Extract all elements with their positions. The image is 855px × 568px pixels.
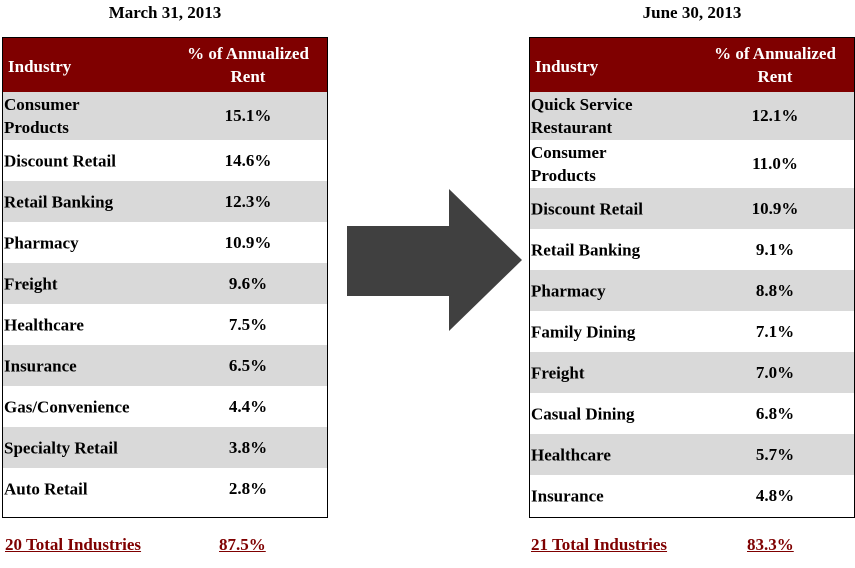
table-header: Industry % of Annualized Rent	[530, 38, 854, 92]
table-row: Freight 9.6%	[3, 263, 327, 304]
table-row: Pharmacy 10.9%	[3, 222, 327, 263]
percent-cell: 8.8%	[755, 280, 795, 300]
percent-cell: 10.9%	[751, 198, 799, 218]
percent-cell: 4.8%	[755, 485, 795, 505]
table-row: Freight 7.0%	[530, 352, 854, 393]
percent-header-line1: % of Annualized	[187, 44, 309, 63]
table-row: Discount Retail 10.9%	[530, 188, 854, 229]
table-row: Insurance 4.8%	[530, 475, 854, 516]
right-date-title: June 30, 2013	[642, 3, 742, 22]
table-header: Industry % of Annualized Rent	[3, 38, 327, 92]
industry-cell: Discount Retail	[4, 151, 116, 170]
table-row: Healthcare 5.7%	[530, 434, 854, 475]
industry-cell: Quick Service Restaurant	[531, 95, 633, 137]
industry-cell: Freight	[4, 274, 58, 293]
industry-cell: Retail Banking	[531, 240, 641, 259]
industry-cell: Gas/Convenience	[4, 397, 130, 416]
percent-cell: 7.1%	[755, 321, 795, 341]
percent-cell: 9.6%	[228, 273, 268, 293]
right-total-percent-link[interactable]: 83.3%	[747, 535, 794, 554]
percent-cell: 9.1%	[755, 239, 795, 259]
percent-cell: 6.5%	[228, 355, 268, 375]
industry-cell: Insurance	[4, 356, 77, 375]
table-row: Family Dining 7.1%	[530, 311, 854, 352]
industry-cell: Insurance	[531, 486, 604, 505]
percent-header-line2: Rent	[230, 67, 266, 86]
percent-cell: 14.6%	[224, 150, 272, 170]
left-industry-table: Industry % of Annualized Rent Consumer P…	[2, 37, 328, 518]
percent-header-line2: Rent	[757, 67, 793, 86]
industry-cell: Pharmacy	[4, 233, 79, 252]
percent-cell: 12.1%	[751, 106, 799, 125]
left-total-percent-link[interactable]: 87.5%	[219, 535, 266, 554]
industry-cell: Family Dining	[531, 322, 636, 341]
table-row: Specialty Retail 3.8%	[3, 427, 327, 468]
percent-column-header: % of Annualized Rent	[698, 42, 852, 88]
industry-cell: Discount Retail	[531, 199, 643, 218]
industry-cell: Pharmacy	[531, 281, 606, 300]
industry-column-header: Industry	[8, 57, 72, 76]
right-total-industries-link[interactable]: 21 Total Industries	[531, 535, 668, 554]
percent-cell: 10.9%	[224, 232, 272, 252]
right-arrow-icon	[347, 189, 522, 331]
percent-cell: 12.3%	[224, 191, 272, 211]
table-row: Retail Banking 12.3%	[3, 181, 327, 222]
percent-cell: 5.7%	[755, 444, 795, 464]
percent-cell: 3.8%	[228, 437, 268, 457]
percent-cell: 4.4%	[228, 396, 268, 416]
industry-cell: Consumer Products	[531, 143, 607, 185]
table-row: Pharmacy 8.8%	[530, 270, 854, 311]
percent-column-header: % of Annualized Rent	[171, 42, 325, 88]
table-row: Consumer Products 15.1%	[3, 92, 327, 140]
table-row: Casual Dining 6.8%	[530, 393, 854, 434]
table-row: Retail Banking 9.1%	[530, 229, 854, 270]
table-row: Quick Service Restaurant 12.1%	[530, 92, 854, 140]
industry-cell: Auto Retail	[4, 479, 88, 498]
percent-cell: 2.8%	[228, 478, 268, 498]
industry-cell: Healthcare	[4, 315, 84, 334]
percent-cell: 11.0%	[752, 154, 798, 173]
industry-cell: Retail Banking	[4, 192, 114, 211]
industry-cell: Specialty Retail	[4, 438, 118, 457]
industry-cell: Healthcare	[531, 445, 611, 464]
percent-header-line1: % of Annualized	[714, 44, 836, 63]
table-row: Consumer Products 11.0%	[530, 140, 854, 188]
percent-cell: 7.5%	[228, 314, 268, 334]
left-total-industries-link[interactable]: 20 Total Industries	[5, 535, 142, 554]
industry-cell: Casual Dining	[531, 404, 635, 423]
percent-cell: 15.1%	[224, 106, 272, 125]
table-row: Healthcare 7.5%	[3, 304, 327, 345]
industry-column-header: Industry	[535, 57, 599, 76]
percent-cell: 7.0%	[755, 362, 795, 382]
table-row: Discount Retail 14.6%	[3, 140, 327, 181]
table-row: Insurance 6.5%	[3, 345, 327, 386]
industry-cell: Consumer Products	[4, 95, 80, 137]
table-row: Gas/Convenience 4.4%	[3, 386, 327, 427]
table-row: Auto Retail 2.8%	[3, 468, 327, 509]
percent-cell: 6.8%	[755, 403, 795, 423]
industry-cell: Freight	[531, 363, 585, 382]
right-industry-table: Industry % of Annualized Rent Quick Serv…	[529, 37, 855, 518]
left-date-title: March 31, 2013	[108, 3, 222, 22]
